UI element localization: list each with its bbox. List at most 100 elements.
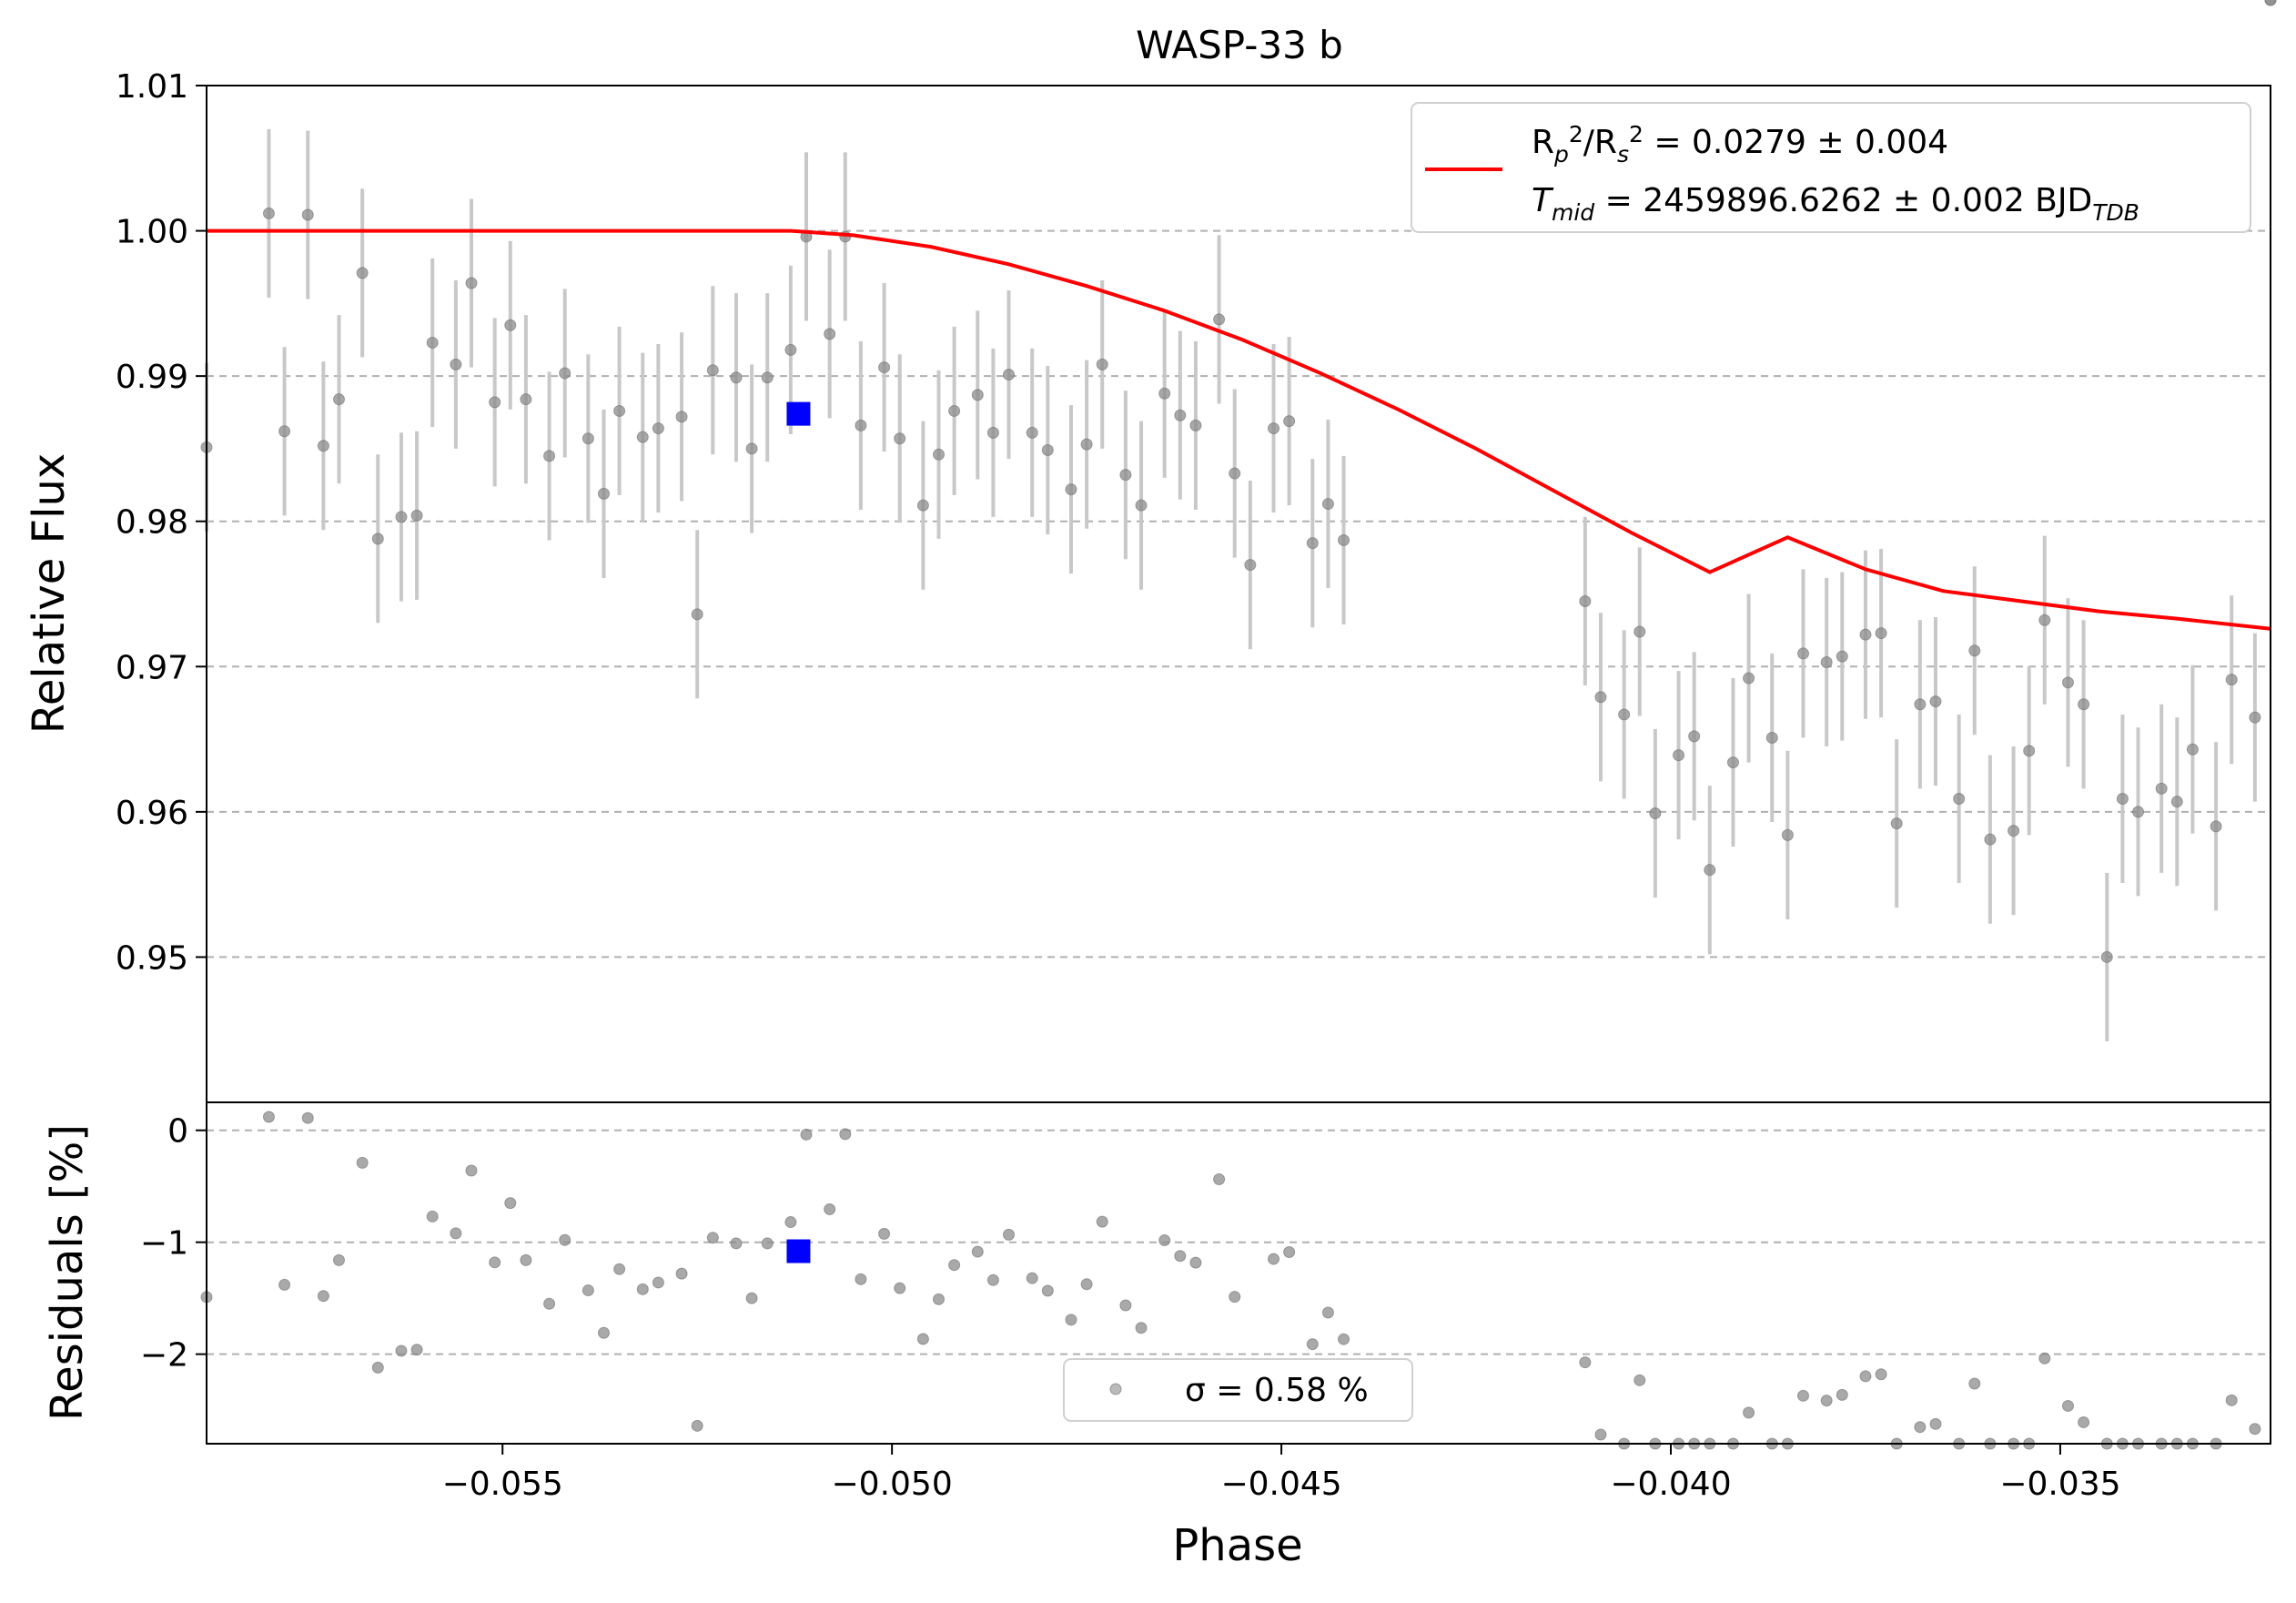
flux-point xyxy=(559,367,571,380)
flux-point xyxy=(1174,409,1187,421)
flux-point xyxy=(986,426,999,439)
residual-y-tick-label: −1 xyxy=(140,1225,188,1263)
residual-point xyxy=(1796,1389,1809,1402)
residual-point xyxy=(450,1227,462,1240)
flux-point xyxy=(652,422,664,435)
flux-y-tick-label: 0.98 xyxy=(116,504,188,542)
flux-point xyxy=(356,267,369,279)
residual-point xyxy=(1579,1356,1592,1369)
highlight-marker xyxy=(786,401,811,426)
residual-point xyxy=(1065,1314,1077,1326)
residual-point xyxy=(426,1210,439,1223)
residual-point xyxy=(582,1284,594,1297)
residual-point xyxy=(520,1253,532,1266)
flux-point xyxy=(1688,730,1701,743)
residual-point xyxy=(971,1245,984,1258)
residual-point xyxy=(1968,1377,1981,1390)
flux-point xyxy=(301,208,314,221)
flux-point xyxy=(1268,422,1280,435)
flux-point xyxy=(613,404,626,417)
residual-point xyxy=(800,1128,813,1141)
residual-legend: σ = 0.58 % xyxy=(1063,1358,1413,1422)
residual-axes-frame xyxy=(206,1101,2271,1445)
residual-legend-marker xyxy=(1109,1383,1122,1395)
flux-point xyxy=(1726,756,1739,769)
flux-point xyxy=(262,207,275,219)
flux-point xyxy=(1026,426,1038,439)
flux-point xyxy=(1119,469,1132,482)
residual-point xyxy=(1875,1368,1887,1381)
flux-point xyxy=(278,425,291,438)
x-tick-label: −0.050 xyxy=(832,1466,953,1503)
residual-point xyxy=(824,1202,836,1215)
flux-point xyxy=(730,371,743,384)
residual-point xyxy=(332,1253,345,1266)
residual-point xyxy=(1820,1395,1833,1407)
residual-point xyxy=(932,1293,945,1305)
flux-point xyxy=(2061,676,2074,689)
residual-point xyxy=(301,1111,314,1124)
residual-point xyxy=(1026,1272,1038,1284)
flux-point xyxy=(1229,467,1241,480)
flux-point xyxy=(1003,369,1016,381)
flux-point xyxy=(2132,806,2145,818)
residuals-panel: 0 −1 −2 −0.055 −0.050 −0.045 −0.040 −0.035 Res… xyxy=(42,0,2277,1571)
residual-point xyxy=(745,1292,758,1304)
chart-title: WASP-33 b xyxy=(1136,23,1343,67)
residual-point xyxy=(1080,1278,1093,1291)
residual-point xyxy=(410,1344,423,1356)
residual-point xyxy=(1594,1428,1607,1441)
flux-point xyxy=(1321,498,1334,511)
flux-point xyxy=(916,499,929,512)
flux-point xyxy=(465,277,478,289)
x-axis-label: Phase xyxy=(1172,1520,1302,1571)
flux-point xyxy=(543,450,556,462)
flux-point xyxy=(582,432,594,445)
flux-points xyxy=(200,0,2277,963)
x-tick-label: −0.045 xyxy=(1220,1466,1341,1503)
residual-point xyxy=(839,1128,852,1141)
residual-point xyxy=(1135,1322,1148,1334)
legend-radius-ratio: Rp2/Rs2 = 0.0279 ± 0.004 xyxy=(1532,121,1948,167)
flux-point xyxy=(332,393,345,406)
flux-point xyxy=(784,343,797,356)
flux-point xyxy=(894,432,906,445)
flux-point xyxy=(932,448,945,461)
flux-point xyxy=(1338,533,1350,546)
residual-point xyxy=(1914,1421,1927,1434)
flux-point xyxy=(1968,644,1981,657)
flux-point xyxy=(2116,792,2129,805)
residual-point xyxy=(948,1259,961,1272)
flux-point xyxy=(2023,745,2036,757)
legend-mid-time: Tmid = 2459896.6262 ± 0.002 BJDTDB xyxy=(1532,182,2139,226)
flux-point xyxy=(1189,419,1202,431)
residual-point xyxy=(2225,1394,2238,1406)
flux-point xyxy=(371,533,384,545)
x-ticks: −0.055 −0.050 −0.045 −0.040 −0.035 xyxy=(442,1444,2121,1503)
residual-point xyxy=(317,1290,329,1303)
flux-point xyxy=(2100,950,2113,963)
flux-y-tick-label: 0.97 xyxy=(116,649,188,686)
residual-point xyxy=(504,1197,517,1210)
residual-point xyxy=(1003,1228,1016,1241)
flux-point xyxy=(426,336,439,349)
residual-point xyxy=(278,1278,291,1291)
flux-point xyxy=(1796,647,1809,660)
flux-point xyxy=(410,509,423,522)
flux-point xyxy=(855,419,867,431)
residual-point xyxy=(1189,1256,1202,1269)
flux-point xyxy=(597,487,610,500)
residual-point xyxy=(489,1256,501,1269)
flux-point xyxy=(1875,627,1887,640)
residual-point xyxy=(1633,1374,1646,1386)
residual-point xyxy=(1213,1173,1226,1186)
flux-point xyxy=(1306,537,1319,550)
flux-point xyxy=(1135,499,1148,512)
flux-point xyxy=(761,371,774,384)
residual-point xyxy=(855,1273,867,1285)
flux-point xyxy=(2249,711,2261,724)
flux-y-tick-label: 0.95 xyxy=(116,939,188,977)
flux-point xyxy=(1673,749,1685,762)
residual-gridlines xyxy=(207,1129,2271,1355)
